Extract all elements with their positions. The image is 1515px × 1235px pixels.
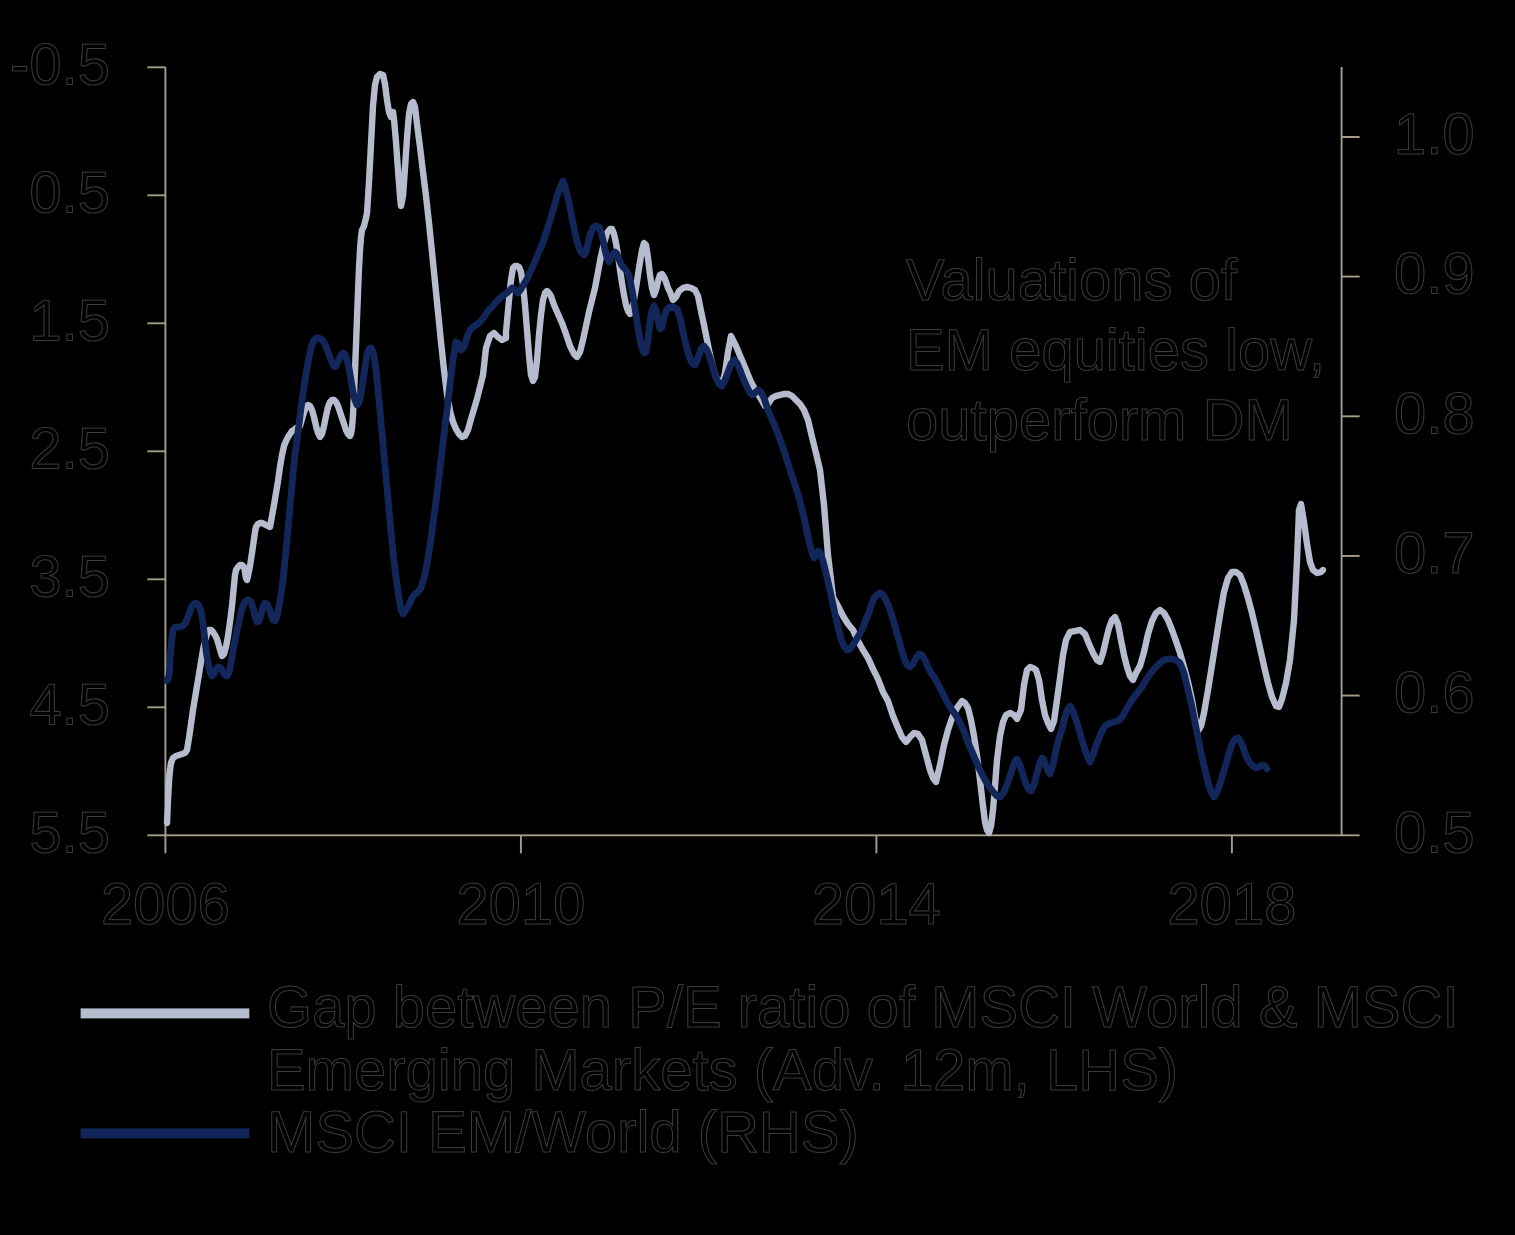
svg-text:1.0: 1.0: [1394, 102, 1475, 167]
svg-text:outperform DM: outperform DM: [906, 388, 1293, 453]
svg-text:2006: 2006: [101, 872, 230, 937]
svg-text:0.5: 0.5: [1394, 800, 1475, 865]
svg-text:2014: 2014: [812, 872, 941, 937]
svg-text:1.5: 1.5: [29, 288, 110, 353]
svg-text:3.5: 3.5: [29, 544, 110, 609]
svg-text:0.9: 0.9: [1394, 242, 1475, 307]
svg-text:Gap between P/E ratio of MSCI: Gap between P/E ratio of MSCI World & MS…: [267, 975, 1459, 1040]
svg-text:5.5: 5.5: [29, 800, 110, 865]
svg-text:2018: 2018: [1167, 872, 1296, 937]
svg-text:2010: 2010: [456, 872, 585, 937]
svg-text:Valuations of: Valuations of: [906, 248, 1238, 313]
svg-text:0.7: 0.7: [1394, 521, 1475, 586]
svg-text:0.5: 0.5: [29, 160, 110, 225]
svg-text:Emerging Markets (Adv. 12m, LH: Emerging Markets (Adv. 12m, LHS): [267, 1038, 1178, 1103]
svg-text:0.6: 0.6: [1394, 661, 1475, 726]
svg-text:2.5: 2.5: [29, 416, 110, 481]
svg-text:MSCI EM/World (RHS): MSCI EM/World (RHS): [267, 1100, 859, 1165]
svg-text:0.8: 0.8: [1394, 381, 1475, 446]
svg-text:4.5: 4.5: [29, 672, 110, 737]
svg-text:EM equities low,: EM equities low,: [906, 318, 1325, 383]
svg-text:-0.5: -0.5: [10, 32, 110, 97]
